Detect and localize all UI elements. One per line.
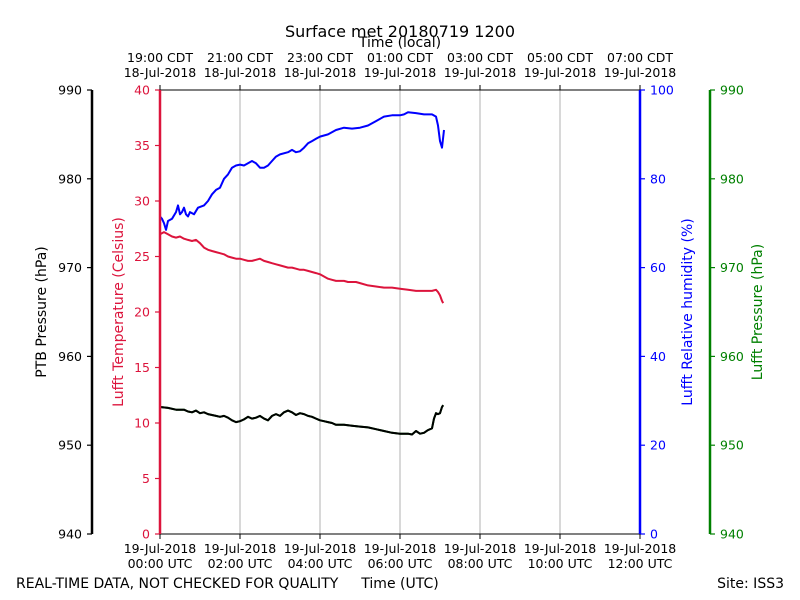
rh-tick-label: 20 bbox=[650, 438, 666, 453]
lp-tick-label: 980 bbox=[720, 171, 744, 186]
tick-group: 940 950 960 970 980 990 0 5 10 15 20 25 30 35 40 0 20 40 6… bbox=[58, 50, 744, 571]
temp-axis-label: Lufft Temperature (Celsius) bbox=[111, 217, 127, 407]
bottom-tick-date: 19-Jul-2018 bbox=[124, 541, 197, 556]
bottom-tick-date: 19-Jul-2018 bbox=[524, 541, 597, 556]
temp-tick-label: 40 bbox=[134, 83, 150, 98]
bottom-tick-time: 12:00 UTC bbox=[608, 556, 673, 571]
bottom-tick-date: 19-Jul-2018 bbox=[604, 541, 677, 556]
temp-tick-label: 0 bbox=[142, 527, 150, 542]
series-group bbox=[159, 111, 445, 436]
top-tick-time: 03:00 CDT bbox=[447, 50, 513, 65]
top-tick-time: 21:00 CDT bbox=[207, 50, 273, 65]
rh-tick-label: 40 bbox=[650, 349, 666, 364]
series-line-ptb bbox=[159, 404, 445, 436]
rh-tick-label: 100 bbox=[650, 83, 674, 98]
top-tick-date: 18-Jul-2018 bbox=[204, 65, 277, 80]
top-tick-date: 19-Jul-2018 bbox=[604, 65, 677, 80]
ptb-tick-label: 990 bbox=[58, 83, 82, 98]
rh-tick-label: 80 bbox=[650, 171, 666, 186]
temp-tick-label: 5 bbox=[142, 471, 150, 486]
chart-title: Surface met 20180719 1200 bbox=[285, 22, 515, 41]
rh-tick-label: 60 bbox=[650, 260, 666, 275]
temp-tick-label: 15 bbox=[134, 360, 150, 375]
axes-group bbox=[90, 89, 712, 535]
bottom-tick-time: 02:00 UTC bbox=[208, 556, 273, 571]
lp-tick-label: 960 bbox=[720, 349, 744, 364]
bottom-tick-date: 19-Jul-2018 bbox=[444, 541, 517, 556]
temp-tick-label: 20 bbox=[134, 305, 150, 320]
temp-tick-label: 25 bbox=[134, 249, 150, 264]
rh-axis-label: Lufft Relative humidity (%) bbox=[680, 218, 696, 405]
temp-tick-label: 30 bbox=[134, 194, 150, 209]
lp-tick-label: 990 bbox=[720, 83, 744, 98]
top-tick-date: 19-Jul-2018 bbox=[524, 65, 597, 80]
ptb-tick-label: 970 bbox=[58, 260, 82, 275]
bottom-tick-date: 19-Jul-2018 bbox=[364, 541, 437, 556]
ptb-tick-label: 950 bbox=[58, 438, 82, 453]
top-tick-date: 18-Jul-2018 bbox=[124, 65, 197, 80]
footer-site: Site: ISS3 bbox=[717, 576, 784, 592]
series-line-lp bbox=[159, 404, 445, 436]
temp-tick-label: 10 bbox=[134, 416, 150, 431]
ptb-tick-label: 960 bbox=[58, 349, 82, 364]
bottom-tick-time: 08:00 UTC bbox=[448, 556, 513, 571]
top-tick-date: 19-Jul-2018 bbox=[444, 65, 517, 80]
top-tick-time: 05:00 CDT bbox=[527, 50, 593, 65]
grid-lines bbox=[239, 90, 561, 534]
lp-axis-label: Lufft Pressure (hPa) bbox=[750, 244, 766, 380]
top-tick-date: 19-Jul-2018 bbox=[364, 65, 437, 80]
top-tick-time: 07:00 CDT bbox=[607, 50, 673, 65]
lp-tick-label: 940 bbox=[720, 527, 744, 542]
bottom-tick-time: 04:00 UTC bbox=[288, 556, 353, 571]
top-tick-time: 01:00 CDT bbox=[367, 50, 433, 65]
top-tick-date: 18-Jul-2018 bbox=[284, 65, 357, 80]
ptb-axis-label: PTB Pressure (hPa) bbox=[34, 246, 50, 377]
temp-tick-label: 35 bbox=[134, 138, 150, 153]
footer-quality-note: REAL-TIME DATA, NOT CHECKED FOR QUALITY bbox=[16, 576, 339, 592]
top-axis-label: Time (local) bbox=[358, 35, 441, 51]
ptb-tick-label: 980 bbox=[58, 171, 82, 186]
series-line-rh bbox=[159, 111, 445, 231]
bottom-tick-date: 19-Jul-2018 bbox=[204, 541, 277, 556]
bottom-tick-date: 19-Jul-2018 bbox=[284, 541, 357, 556]
lp-tick-label: 950 bbox=[720, 438, 744, 453]
series-line-temp bbox=[159, 231, 445, 304]
ptb-tick-label: 940 bbox=[58, 527, 82, 542]
bottom-tick-time: 10:00 UTC bbox=[528, 556, 593, 571]
rh-tick-label: 0 bbox=[650, 527, 658, 542]
top-tick-time: 19:00 CDT bbox=[127, 50, 193, 65]
lp-tick-label: 970 bbox=[720, 260, 744, 275]
bottom-tick-time: 06:00 UTC bbox=[368, 556, 433, 571]
bottom-axis-label: Time (UTC) bbox=[360, 576, 438, 592]
bottom-tick-time: 00:00 UTC bbox=[128, 556, 193, 571]
top-tick-time: 23:00 CDT bbox=[287, 50, 353, 65]
